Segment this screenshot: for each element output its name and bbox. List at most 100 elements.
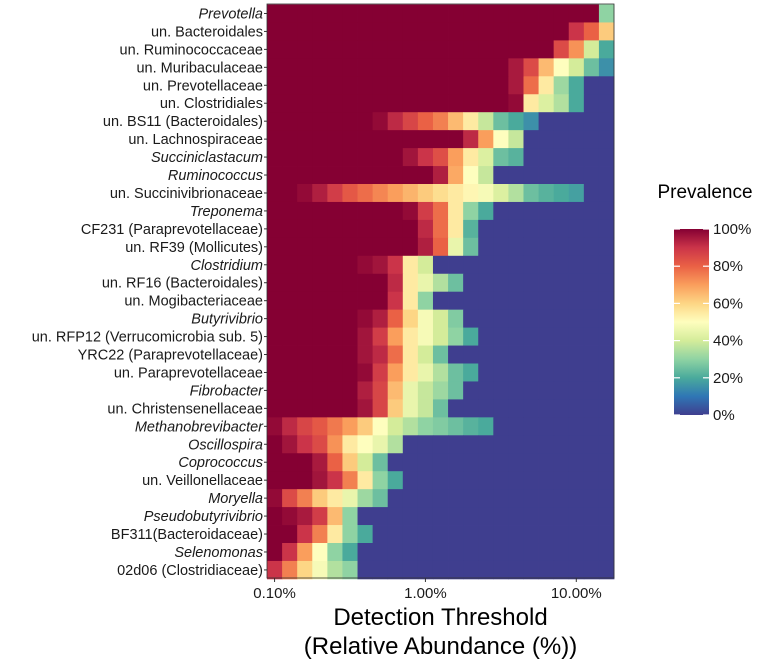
heatmap-cell <box>598 525 615 544</box>
heatmap-cell <box>598 58 615 77</box>
heatmap-cell <box>402 417 419 436</box>
heatmap-cell <box>297 219 313 239</box>
heatmap-cell <box>342 130 358 149</box>
heatmap-cell <box>282 489 298 508</box>
heatmap-cell <box>372 309 389 328</box>
heatmap-cell <box>568 112 585 131</box>
heatmap-cell <box>448 58 464 77</box>
heatmap-cell <box>508 560 524 580</box>
heatmap-cell <box>282 58 298 77</box>
heatmap-cell <box>402 94 419 113</box>
heatmap-cell <box>538 94 555 113</box>
heatmap-cell <box>402 291 419 311</box>
heatmap-cell <box>523 201 539 221</box>
heatmap-cell <box>598 453 615 472</box>
heatmap-cell <box>553 453 570 472</box>
heatmap-cell <box>327 4 343 23</box>
heatmap-cell <box>342 489 358 508</box>
heatmap-cell <box>312 58 328 77</box>
heatmap-cell <box>478 417 494 436</box>
heatmap-cell <box>523 4 539 23</box>
heatmap-cell <box>448 507 464 526</box>
heatmap-cell <box>387 148 404 167</box>
heatmap-cell <box>312 4 328 23</box>
heatmap-cell <box>342 219 358 239</box>
heatmap-cell <box>463 40 479 59</box>
heatmap-cell <box>297 471 313 490</box>
heatmap-cell <box>568 381 585 400</box>
heatmap-cell <box>523 435 539 454</box>
heatmap-cell <box>357 507 374 526</box>
heatmap-cell <box>372 525 389 544</box>
heatmap-cell <box>417 184 434 203</box>
heatmap-cell <box>568 255 585 275</box>
legend-tick-label: 20% <box>713 370 743 387</box>
heatmap-cell <box>478 399 494 418</box>
heatmap-cell <box>357 273 374 293</box>
heatmap-cell <box>282 130 298 149</box>
heatmap-cell <box>402 76 419 95</box>
heatmap-cell <box>583 417 600 436</box>
heatmap-cell <box>508 363 524 382</box>
heatmap-cell <box>357 471 374 490</box>
heatmap-cell <box>327 435 343 454</box>
heatmap-cell <box>267 560 283 580</box>
heatmap-cell <box>327 291 343 311</box>
heatmap-cell <box>598 237 615 257</box>
heatmap-cell <box>478 273 494 293</box>
heatmap-cell <box>357 237 374 257</box>
heatmap-cell <box>583 471 600 490</box>
heatmap-cell <box>432 471 449 490</box>
heatmap-cell <box>432 201 449 221</box>
heatmap-cell <box>583 94 600 113</box>
heatmap-cell <box>357 381 374 400</box>
heatmap-cell <box>508 489 524 508</box>
heatmap-cell <box>568 4 585 23</box>
heatmap-cell <box>267 489 283 508</box>
heatmap-cell <box>463 381 479 400</box>
heatmap-cell <box>493 112 509 131</box>
heatmap-cell <box>598 76 615 95</box>
heatmap-cell <box>583 381 600 400</box>
heatmap-cell <box>372 273 389 293</box>
heatmap-cell <box>312 237 328 257</box>
heatmap-cell <box>583 4 600 23</box>
heatmap-cell <box>327 58 343 77</box>
heatmap-cell <box>267 345 283 364</box>
heatmap-cell <box>372 94 389 113</box>
heatmap-cell <box>538 435 555 454</box>
heatmap-cell <box>448 417 464 436</box>
heatmap-cell <box>538 560 555 580</box>
heatmap-cell <box>538 219 555 239</box>
heatmap-cell <box>478 148 494 167</box>
heatmap-cell <box>267 76 283 95</box>
heatmap-cell <box>598 363 615 382</box>
taxon-label: Oscillospira <box>188 437 263 453</box>
heatmap-cell <box>583 255 600 275</box>
heatmap-cell <box>282 525 298 544</box>
heatmap-cell <box>312 291 328 311</box>
heatmap-cell <box>493 471 509 490</box>
heatmap-cell <box>493 309 509 328</box>
heatmap-cell <box>583 273 600 293</box>
heatmap-cell <box>432 327 449 346</box>
heatmap-cell <box>327 489 343 508</box>
heatmap-cell <box>267 273 283 293</box>
heatmap-cell <box>297 327 313 346</box>
heatmap-cell <box>402 201 419 221</box>
heatmap-cell <box>493 381 509 400</box>
heatmap-cell <box>523 453 539 472</box>
heatmap-cell <box>402 345 419 364</box>
heatmap-cell <box>598 130 615 149</box>
heatmap-cell <box>387 489 404 508</box>
heatmap-cell <box>478 489 494 508</box>
heatmap-cell <box>327 184 343 203</box>
heatmap-cell <box>267 471 283 490</box>
heatmap-cell <box>553 525 570 544</box>
heatmap-cell <box>267 166 283 185</box>
heatmap-cell <box>448 273 464 293</box>
heatmap-cell <box>478 507 494 526</box>
heatmap-cell <box>282 327 298 346</box>
plot-panel-border <box>266 3 615 579</box>
heatmap-cell <box>478 94 494 113</box>
